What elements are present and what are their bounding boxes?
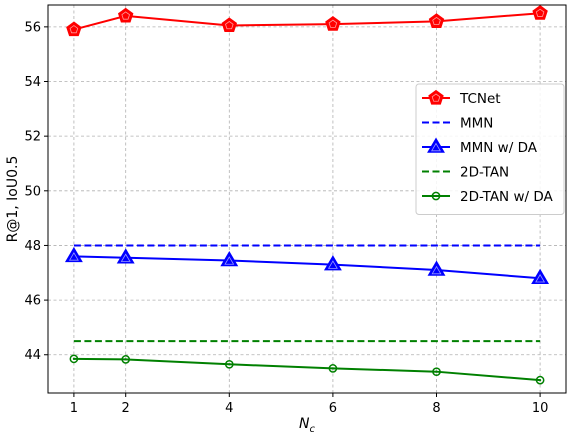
point-tcnet-8 — [428, 13, 445, 28]
legend-box — [415, 83, 565, 215]
series-line-tcnet — [73, 12, 541, 31]
legend-marker-tcnet-outer — [428, 89, 444, 105]
x-tick-label-10: 10 — [532, 401, 549, 416]
point-mmn-w-da-10 — [531, 268, 550, 285]
y-axis-label: R@1, IoU0.5 — [5, 156, 21, 243]
legend-label-2d-tan-w-da: 2D-TAN w/ DA — [460, 189, 553, 205]
x-axis-label-subscript: c — [309, 424, 315, 435]
point-tcnet-2 — [117, 7, 134, 23]
series-layer — [64, 5, 550, 385]
point-2d-tan-w-da-4 — [224, 359, 234, 369]
x-axis-label: Nc — [299, 416, 315, 435]
point-2d-tan-w-da-8-dot — [435, 370, 438, 373]
point-tcnet-1-outer — [66, 21, 82, 37]
point-mmn-w-da-4-inner — [224, 256, 235, 265]
series-line-mmn-w-da — [73, 255, 541, 280]
point-tcnet-10-inner — [535, 8, 545, 17]
point-tcnet-1-inner — [69, 25, 79, 34]
x-tick-label-4: 4 — [225, 401, 233, 416]
y-tick-label-46: 46 — [24, 294, 41, 309]
legend-marker-mmn-w-da-outer — [427, 137, 445, 153]
point-tcnet-4 — [221, 17, 238, 33]
series-tcnet — [66, 5, 548, 37]
point-tcnet-2-outer — [117, 7, 134, 23]
y-tick-label-44: 44 — [24, 348, 41, 363]
point-2d-tan-w-da-10-ring — [535, 375, 545, 385]
point-mmn-w-da-2-outer — [116, 248, 135, 264]
point-mmn-w-da-2 — [116, 248, 135, 264]
y-tick-label-56: 56 — [24, 20, 41, 35]
point-2d-tan-w-da-4-ring — [224, 359, 234, 369]
point-mmn-w-da-4-outer — [220, 250, 239, 267]
point-tcnet-4-outer — [221, 17, 238, 33]
point-2d-tan-w-da-2-ring — [121, 355, 131, 364]
legend-marker-tcnet — [428, 89, 444, 105]
point-2d-tan-w-da-4-dot — [228, 363, 231, 366]
legend-label-2d-tan: 2D-TAN — [460, 165, 509, 181]
point-mmn-w-da-1-inner — [68, 252, 79, 261]
series-2d-tan-w-da — [69, 354, 545, 385]
legend-marker-tcnet-inner — [431, 93, 441, 102]
point-2d-tan-w-da-8-ring — [432, 367, 441, 377]
x-tick-label-1: 1 — [70, 401, 78, 416]
point-2d-tan-w-da-6 — [328, 364, 338, 373]
legend-label-mmn-w-da: MMN w/ DA — [460, 140, 538, 156]
y-tick-label-48: 48 — [24, 239, 41, 254]
x-tick-label-2: 2 — [122, 401, 130, 416]
point-2d-tan-w-da-6-dot — [331, 367, 334, 370]
point-2d-tan-w-da-8 — [432, 367, 441, 377]
point-2d-tan-w-da-1 — [69, 354, 79, 364]
series-line-2d-tan-w-da — [73, 357, 541, 382]
x-axis-label-main: N — [299, 416, 310, 432]
point-mmn-w-da-4 — [220, 250, 239, 267]
point-mmn-w-da-6-inner — [327, 260, 338, 269]
legend-marker-2d-tan-w-da-dot — [434, 194, 438, 198]
legend: TCNet MMN MMN w/ DA 2D-TAN 2D-TAN w/ DA — [415, 83, 565, 215]
y-tick-label-52: 52 — [24, 130, 41, 145]
legend-marker-mmn-w-da — [427, 137, 445, 153]
point-tcnet-1 — [66, 21, 82, 37]
point-2d-tan-w-da-6-ring — [328, 364, 338, 373]
y-tick-label-54: 54 — [24, 75, 41, 90]
point-mmn-w-da-10-outer — [531, 268, 550, 285]
legend-marker-mmn-w-da-inner — [431, 142, 441, 152]
point-mmn-w-da-8 — [427, 260, 446, 276]
point-2d-tan-w-da-2 — [121, 355, 131, 364]
plot-frame — [47, 4, 567, 394]
point-tcnet-8-inner — [432, 16, 441, 26]
point-tcnet-10 — [532, 5, 548, 20]
y-tick-label-50: 50 — [24, 184, 41, 199]
point-2d-tan-w-da-2-dot — [124, 358, 127, 361]
point-mmn-w-da-1-outer — [64, 246, 83, 263]
point-tcnet-4-inner — [225, 20, 234, 30]
point-tcnet-2-inner — [121, 11, 130, 20]
point-tcnet-8-outer — [428, 13, 445, 28]
series-mmn-w-da — [64, 246, 550, 285]
point-mmn-w-da-10-inner — [535, 273, 546, 283]
point-2d-tan-w-da-10 — [535, 375, 545, 385]
legend-label-mmn: MMN — [460, 116, 493, 132]
point-mmn-w-da-8-outer — [427, 260, 446, 276]
point-tcnet-10-outer — [532, 5, 548, 20]
x-tick-label-8: 8 — [432, 401, 440, 416]
point-2d-tan-w-da-1-dot — [72, 357, 75, 360]
point-mmn-w-da-1 — [64, 246, 83, 263]
point-tcnet-6-inner — [328, 19, 338, 28]
point-mmn-w-da-2-inner — [120, 253, 131, 262]
x-tick-label-6: 6 — [329, 401, 337, 416]
point-2d-tan-w-da-1-ring — [69, 354, 79, 364]
point-tcnet-6 — [325, 16, 341, 31]
point-2d-tan-w-da-10-dot — [539, 379, 542, 382]
legend-label-tcnet: TCNet — [459, 91, 501, 107]
point-tcnet-6-outer — [325, 16, 341, 31]
point-mmn-w-da-6-outer — [323, 255, 342, 271]
legend-marker-2d-tan-w-da-ring — [431, 191, 441, 201]
point-mmn-w-da-6 — [323, 255, 342, 271]
legend-marker-2d-tan-w-da — [431, 191, 441, 201]
point-mmn-w-da-8-inner — [431, 265, 442, 275]
